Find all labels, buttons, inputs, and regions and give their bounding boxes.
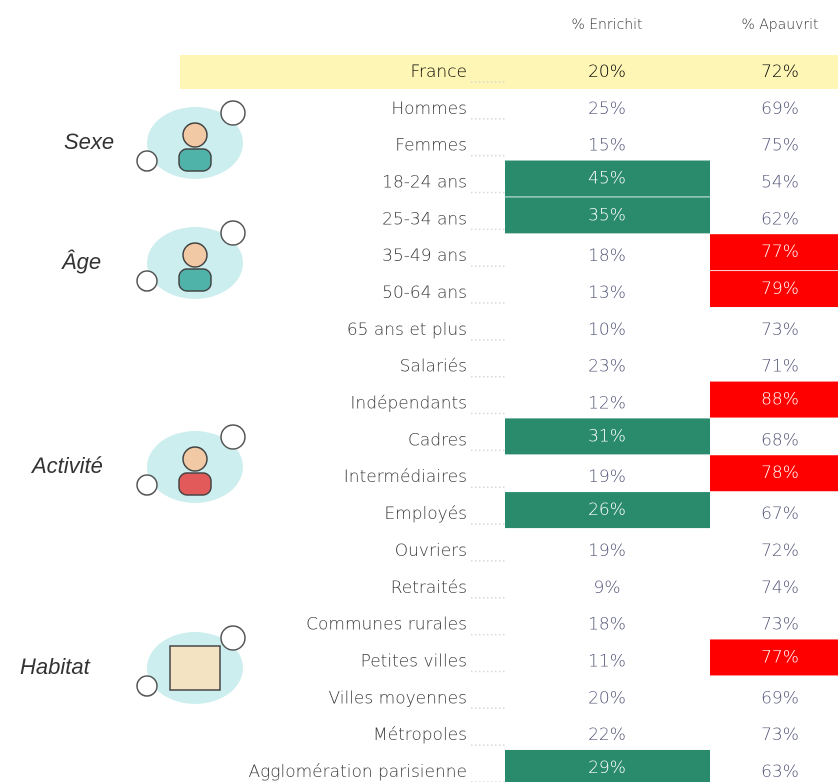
cell-value: 63% [761, 762, 799, 782]
highlight-cell [505, 160, 710, 197]
row-label: 50-64 ans [382, 283, 467, 303]
cell-value: 54% [761, 173, 799, 193]
highlight-cell [710, 639, 838, 676]
row-label: Hommes [391, 99, 467, 119]
icon-cloud [220, 424, 246, 450]
total-row-background [180, 55, 838, 89]
row-label: Agglomération parisienne [248, 762, 467, 782]
icon-figure-body [178, 472, 212, 496]
cell-value: 13% [588, 283, 626, 303]
row-label: Salariés [400, 357, 467, 377]
row-label: Villes moyennes [329, 688, 468, 708]
group-label: Sexe [64, 129, 114, 154]
highlight-cell [710, 455, 838, 492]
icon-figure [182, 446, 208, 472]
icon-building [169, 645, 221, 691]
icon-cloud [220, 100, 246, 126]
cell-value: 11% [588, 651, 626, 671]
cell-value: 71% [761, 357, 799, 377]
cell-value: 29% [588, 758, 626, 778]
cell-value: 77% [761, 242, 799, 262]
cell-value: 73% [761, 615, 799, 635]
cell-value: 12% [588, 394, 626, 414]
cell-value: 35% [588, 205, 626, 225]
icon-figure [182, 122, 208, 148]
row-label: Retraités [391, 578, 467, 598]
total-label: France [410, 62, 467, 82]
cell-value: 19% [588, 541, 626, 561]
row-label: 65 ans et plus [347, 320, 467, 340]
group-label: Âge [61, 249, 101, 274]
icon-figure [182, 242, 208, 268]
group-label: Habitat [20, 654, 91, 679]
cell-value: 62% [761, 209, 799, 229]
cell-value: 73% [761, 320, 799, 340]
group-label: Activité [30, 453, 103, 478]
highlight-cell [505, 492, 710, 529]
icon-cloud [136, 675, 158, 697]
cell-value: 45% [588, 169, 626, 189]
cell-value: 77% [761, 647, 799, 667]
column-header: % Apauvrit [741, 17, 818, 33]
row-label: Intermédiaires [344, 467, 467, 487]
cell-value: 75% [761, 136, 799, 156]
cell-value: 15% [588, 136, 626, 156]
cell-value: 73% [761, 725, 799, 745]
cell-value: 69% [761, 688, 799, 708]
cell-value: 79% [761, 279, 799, 299]
cell-value: 72% [761, 541, 799, 561]
cell-value: 9% [594, 578, 621, 598]
highlight-cell [710, 234, 838, 271]
highlight-cell [505, 418, 710, 455]
highlight-cell [505, 197, 710, 234]
cell-value: 74% [761, 578, 799, 598]
highlight-cell [710, 271, 838, 308]
icon-cloud [220, 220, 246, 246]
icon-cloud [136, 474, 158, 496]
cell-value: 18% [588, 246, 626, 266]
cell-value: 26% [588, 500, 626, 520]
icon-cloud [136, 150, 158, 172]
cell-value: 68% [761, 430, 799, 450]
cell-value: 69% [761, 99, 799, 119]
icon-figure-body [178, 268, 212, 292]
row-label: Métropoles [373, 725, 467, 745]
highlight-cell [505, 749, 710, 782]
cell-value: 78% [761, 463, 799, 483]
highlight-cell [710, 381, 838, 418]
row-label: Employés [384, 504, 467, 524]
total-value: 20% [588, 62, 626, 82]
cell-value: 20% [588, 688, 626, 708]
column-header: % Enrichit [571, 17, 642, 33]
row-label: 35-49 ans [382, 246, 467, 266]
row-label: Ouvriers [395, 541, 467, 561]
cell-value: 19% [588, 467, 626, 487]
cell-value: 88% [761, 390, 799, 410]
row-label: Femmes [395, 136, 467, 156]
row-label: 25-34 ans [382, 209, 467, 229]
cell-value: 23% [588, 357, 626, 377]
cell-value: 18% [588, 615, 626, 635]
icon-cloud [136, 270, 158, 292]
row-label: Indépendants [350, 394, 467, 414]
icon-figure-body [178, 148, 212, 172]
row-label: Cadres [408, 430, 467, 450]
row-label: Petites villes [361, 651, 467, 671]
cell-value: 31% [588, 426, 626, 446]
cell-value: 25% [588, 99, 626, 119]
cell-value: 67% [761, 504, 799, 524]
icon-cloud [220, 625, 246, 651]
total-value: 72% [761, 62, 799, 82]
cell-value: 10% [588, 320, 626, 340]
cell-value: 22% [588, 725, 626, 745]
row-label: 18-24 ans [382, 173, 467, 193]
row-label: Communes rurales [306, 615, 467, 635]
